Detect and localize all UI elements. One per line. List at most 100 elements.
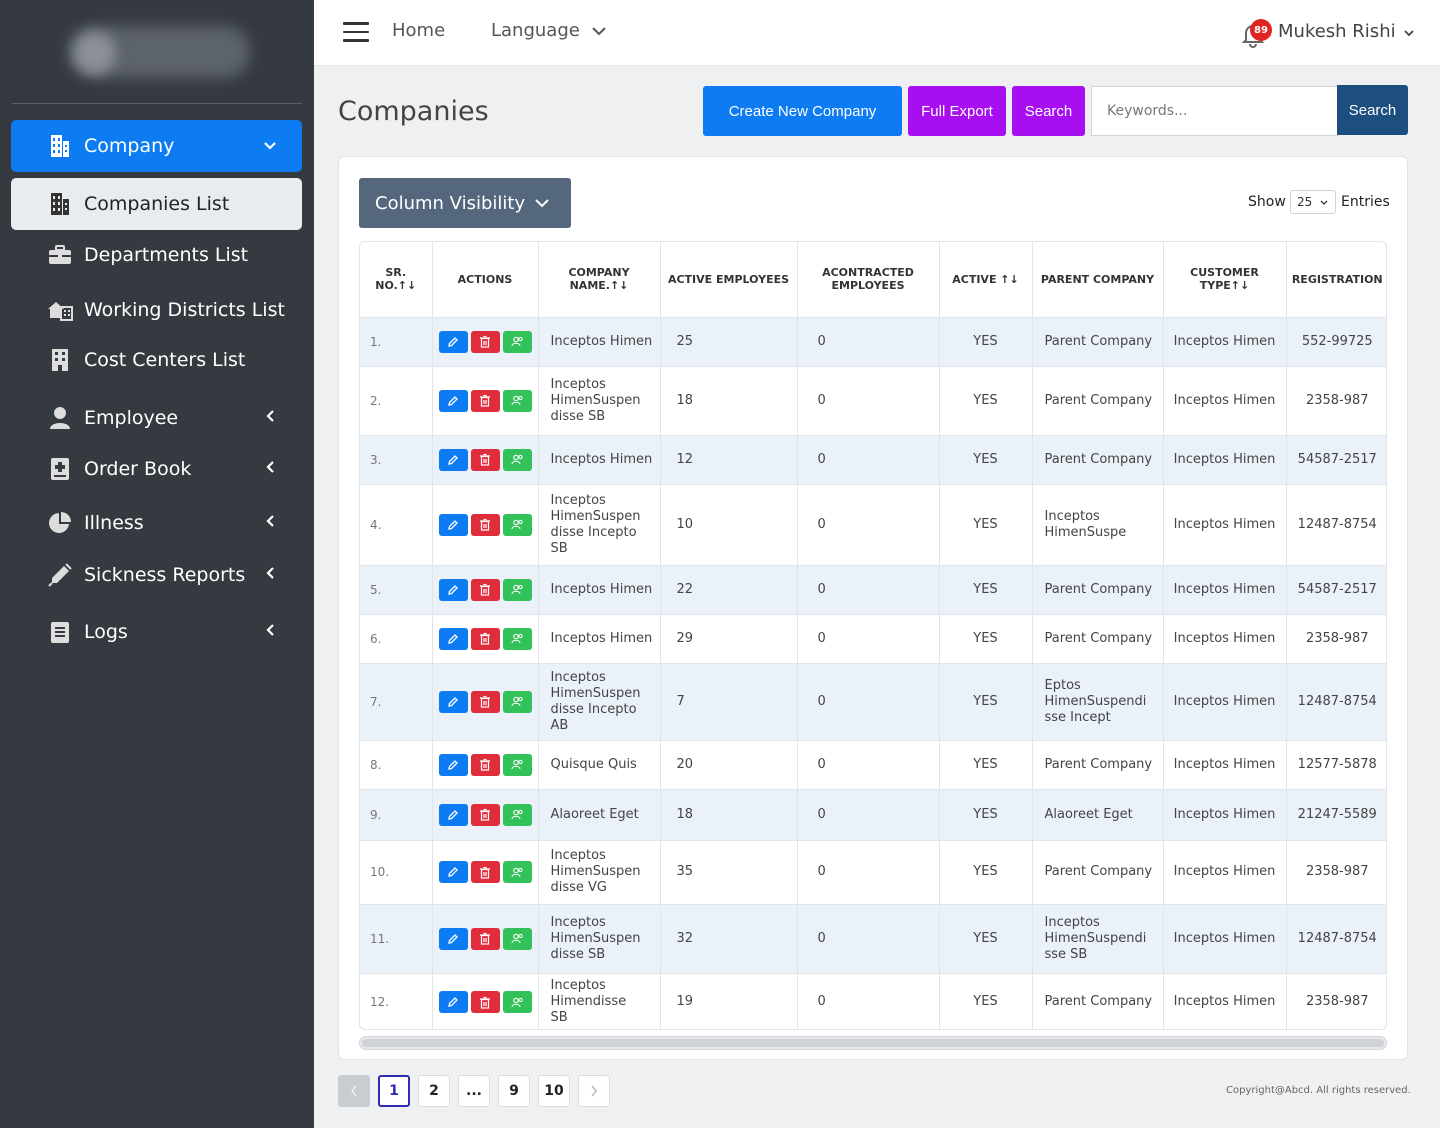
trash-icon[interactable]: [470, 330, 500, 353]
syringe-icon: [47, 562, 73, 588]
trash-icon[interactable]: [470, 627, 500, 650]
users-icon[interactable]: [502, 927, 532, 950]
parent-company-line: Parent Company: [1044, 864, 1153, 879]
column-header[interactable]: CUSTOMER TYPE↑↓: [1163, 242, 1287, 318]
sidebar-item-logs[interactable]: Logs: [11, 606, 302, 658]
parent-company-line: Parent Company: [1044, 451, 1153, 467]
edit-icon[interactable]: [438, 578, 468, 601]
cell-registration: 2358-987: [1286, 973, 1386, 1029]
edit-icon[interactable]: [438, 753, 468, 776]
edit-icon[interactable]: [438, 389, 468, 412]
chevron-left-icon: [350, 1085, 357, 1097]
parent-company-line: sse Incept: [1044, 709, 1111, 725]
trash-icon[interactable]: [470, 578, 500, 601]
users-icon[interactable]: [502, 389, 532, 412]
sidebar-item-working-districts-list[interactable]: Working Districts List: [11, 284, 302, 336]
sidebar-item-sickness-reports[interactable]: Sickness Reports: [11, 549, 302, 601]
parent-company-line: Eptos: [1044, 677, 1081, 693]
company-name-line: Inceptos: [550, 978, 606, 993]
users-icon[interactable]: [502, 627, 532, 650]
entries-select[interactable]: 25: [1290, 190, 1336, 214]
edit-icon[interactable]: [438, 991, 468, 1013]
users-icon[interactable]: [502, 448, 532, 471]
cell-active-employees: 32: [660, 904, 798, 974]
trash-icon[interactable]: [470, 753, 500, 776]
sidebar-item-cost-centers-list[interactable]: Cost Centers List: [11, 334, 302, 386]
trash-icon[interactable]: [470, 991, 500, 1013]
edit-icon[interactable]: [438, 448, 468, 471]
sidebar-item-employee[interactable]: Employee: [11, 392, 302, 444]
pagination-page[interactable]: 10: [538, 1075, 570, 1107]
sidebar-item-label: Employee: [84, 407, 179, 429]
cell-company-name: Inceptos Himen: [538, 565, 661, 615]
company-name-line: HimenSuspen: [550, 392, 641, 408]
hamburger-menu-icon[interactable]: [343, 22, 369, 44]
nav-home-link[interactable]: Home: [392, 20, 446, 41]
cell-registration: 2358-987: [1286, 366, 1386, 436]
users-icon[interactable]: [502, 513, 532, 536]
keywords-input[interactable]: [1091, 86, 1339, 136]
sidebar-item-label: Company: [84, 135, 175, 157]
sidebar-item-company[interactable]: Company: [11, 120, 302, 172]
column-visibility-button[interactable]: Column Visibility: [359, 178, 571, 228]
column-header[interactable]: ACTIVE ↑↓: [939, 242, 1033, 318]
sidebar-item-illness[interactable]: Illness: [11, 497, 302, 549]
users-icon[interactable]: [502, 578, 532, 601]
sidebar-item-order-book[interactable]: Order Book: [11, 443, 302, 495]
cell-customer-type: Inceptos Himen: [1163, 740, 1287, 790]
pagination-next-button[interactable]: [578, 1075, 610, 1107]
parent-company-line: Parent Company: [1044, 392, 1153, 408]
sidebar: Company Companies List Departments List …: [0, 0, 314, 1128]
users-icon[interactable]: [502, 753, 532, 776]
cell-customer-type: Inceptos Himen: [1163, 663, 1287, 741]
column-header[interactable]: COMPANY NAME.↑↓: [538, 242, 661, 318]
pagination-page[interactable]: 2: [418, 1075, 450, 1107]
sidebar-item-companies-list[interactable]: Companies List: [11, 178, 302, 230]
edit-icon[interactable]: [438, 513, 468, 536]
pie-chart-icon: [47, 510, 73, 536]
users-icon[interactable]: [502, 803, 532, 826]
column-header[interactable]: SR. NO.↑↓: [360, 242, 433, 318]
sidebar-item-departments-list[interactable]: Departments List: [11, 229, 302, 281]
users-icon[interactable]: [502, 991, 532, 1013]
create-new-company-button[interactable]: Create New Company: [703, 86, 902, 136]
edit-icon[interactable]: [438, 861, 468, 883]
parent-company-line: HimenSuspendi: [1044, 930, 1147, 946]
cell-registration: 54587-2517: [1286, 435, 1386, 485]
cell-customer-type: Inceptos Himen: [1163, 484, 1287, 566]
edit-icon[interactable]: [438, 330, 468, 353]
users-icon[interactable]: [502, 861, 532, 883]
horizontal-scrollbar[interactable]: [359, 1036, 1387, 1050]
edit-icon[interactable]: [438, 803, 468, 826]
trash-icon[interactable]: [470, 389, 500, 412]
column-header: ACTIONS: [432, 242, 539, 318]
edit-icon[interactable]: [438, 927, 468, 950]
edit-icon[interactable]: [438, 690, 468, 713]
trash-icon[interactable]: [470, 690, 500, 713]
cell-sr-no: 11.: [360, 904, 433, 974]
edit-icon[interactable]: [438, 627, 468, 650]
table-row: 10. Inceptos HimenSuspen disse VG 35 0 YES Pare…: [360, 840, 1386, 905]
search-submit-button[interactable]: Search: [1337, 85, 1408, 135]
cell-parent-company: Inceptos HimenSuspendi sse SB: [1032, 904, 1164, 974]
pagination-page[interactable]: 9: [498, 1075, 530, 1107]
cell-sr-no: 4.: [360, 484, 433, 566]
search-toggle-button[interactable]: Search: [1012, 86, 1085, 136]
full-export-button[interactable]: Full Export: [908, 86, 1006, 136]
pagination-prev-button[interactable]: [338, 1075, 370, 1107]
chevron-down-icon: [591, 27, 606, 36]
trash-icon[interactable]: [470, 927, 500, 950]
users-icon[interactable]: [502, 690, 532, 713]
user-menu[interactable]: Mukesh Rishi: [1278, 21, 1414, 42]
cell-actions: [432, 565, 539, 615]
trash-icon[interactable]: [470, 803, 500, 826]
notepad-icon: [47, 619, 73, 645]
language-dropdown[interactable]: Language: [491, 20, 606, 41]
users-icon[interactable]: [502, 330, 532, 353]
company-name-line: Inceptos: [550, 848, 606, 863]
trash-icon[interactable]: [470, 448, 500, 471]
scrollbar-thumb[interactable]: [362, 1039, 1384, 1047]
trash-icon[interactable]: [470, 513, 500, 536]
trash-icon[interactable]: [470, 861, 500, 883]
pagination-page[interactable]: 1: [378, 1075, 410, 1107]
